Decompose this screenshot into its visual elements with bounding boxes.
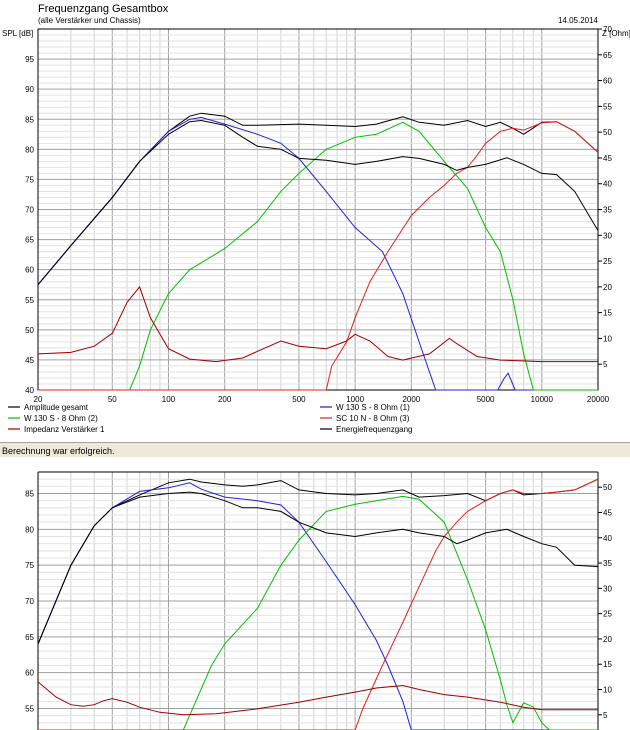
y2-tick-label: 50 (603, 128, 612, 137)
axis-ticks: 55 60 65 70 75 80 85 5 10 15 20 25 30 35 40 45 50 (25, 483, 612, 720)
x-tick-label: 20 (34, 395, 43, 404)
y2-tick-label: 20 (603, 635, 612, 644)
y2-tick-label: 15 (603, 309, 612, 318)
legend-label: Energiefrequenzgang (336, 425, 413, 434)
y2-tick-label: 25 (603, 257, 612, 266)
series-lines (37, 478, 599, 730)
legend-label: SC 10 N - 8 Ohm (3) (336, 414, 410, 423)
y-tick-label: 80 (25, 525, 34, 534)
series-line-1 (37, 112, 599, 286)
chart-subtitle: (alle Verstärker und Chassis) (38, 16, 141, 25)
y-tick-label: 50 (25, 326, 34, 335)
axis-ticks: 40 45 50 55 60 65 70 75 80 85 90 95 5 10 15 20 25 30 35 40 4… (25, 25, 612, 404)
y2-axis-label: Z [Ohm] (602, 29, 630, 38)
y2-tick-label: 45 (603, 154, 612, 163)
series-lines (37, 112, 599, 391)
y2-tick-label: 5 (603, 711, 608, 720)
x-tick-label: 20000 (587, 395, 610, 404)
x-tick-label: 10000 (531, 395, 554, 404)
y-tick-label: 75 (25, 561, 34, 570)
y2-tick-label: 60 (603, 77, 612, 86)
chart-second: 55 60 65 70 75 80 85 5 10 15 20 25 30 35 40 45 50 (25, 471, 612, 730)
y2-tick-label: 40 (603, 534, 612, 543)
y-tick-label: 85 (25, 490, 34, 499)
y-tick-label: 65 (25, 633, 34, 642)
y-tick-label: 60 (25, 669, 34, 678)
legend-label: Amplitude gesamt (24, 403, 89, 412)
y-tick-label: 85 (25, 115, 34, 124)
series-line-4 (38, 478, 599, 730)
y2-tick-label: 5 (603, 360, 608, 369)
y-tick-label: 40 (25, 386, 34, 395)
y-tick-label: 80 (25, 145, 34, 154)
y2-tick-label: 30 (603, 231, 612, 240)
legend: Amplitude gesamt W 130 S - 8 Ohm (1) W 130… (8, 403, 413, 434)
y2-tick-label: 65 (603, 51, 612, 60)
y2-tick-label: 25 (603, 610, 612, 619)
y2-tick-label: 45 (603, 508, 612, 517)
y2-tick-label: 15 (603, 660, 612, 669)
y2-tick-label: 20 (603, 283, 612, 292)
x-tick-label: 50 (108, 395, 117, 404)
series-line-5 (37, 681, 598, 716)
chart-title: Frequenzgang Gesamtbox (38, 3, 169, 15)
y-tick-label: 95 (25, 55, 34, 64)
y2-tick-label: 10 (603, 686, 612, 695)
y2-tick-label: 30 (603, 584, 612, 593)
y2-tick-label: 35 (603, 206, 612, 215)
series-line-2 (37, 116, 598, 391)
y-tick-label: 55 (25, 705, 34, 714)
x-tick-label: 1000 (346, 395, 364, 404)
y2-tick-label: 70 (603, 25, 612, 34)
y-tick-label: 70 (25, 597, 34, 606)
series-line-1 (37, 478, 599, 645)
series-line-5 (37, 285, 598, 363)
chart-frequenzgang: Frequenzgang Gesamtbox (alle Verstärker … (2, 3, 630, 434)
series-line-4 (38, 121, 599, 391)
y-tick-label: 90 (25, 85, 34, 94)
y2-tick-label: 35 (603, 559, 612, 568)
y-tick-label: 70 (25, 206, 34, 215)
y2-tick-label: 50 (603, 483, 612, 492)
y-tick-label: 60 (25, 266, 34, 275)
series-line-3 (38, 121, 598, 391)
x-tick-label: 200 (218, 395, 232, 404)
status-bar: Berechnung war erfolgreich. (0, 442, 630, 458)
y2-tick-label: 10 (603, 334, 612, 343)
x-tick-label: 100 (162, 395, 176, 404)
y-tick-label: 45 (25, 356, 34, 365)
x-tick-label: 5000 (477, 395, 495, 404)
series-line-3 (38, 495, 598, 730)
status-message: Berechnung war erfolgreich. (2, 446, 115, 456)
legend-label: Impedanz Verstärker 1 (24, 425, 105, 434)
y-tick-label: 65 (25, 236, 34, 245)
y2-tick-label: 40 (603, 180, 612, 189)
series-line-6 (37, 491, 599, 645)
x-tick-label: 500 (292, 395, 306, 404)
chart-date: 14.05.2014 (558, 16, 599, 25)
y-axis-label: SPL [dB] (2, 29, 33, 38)
plot-grid (37, 28, 599, 391)
plot-grid (37, 471, 599, 730)
series-line-6 (37, 119, 599, 286)
y2-tick-label: 55 (603, 102, 612, 111)
x-tick-label: 2000 (402, 395, 420, 404)
y-tick-label: 55 (25, 296, 34, 305)
legend-label: W 130 S - 8 Ohm (2) (24, 414, 98, 423)
y-tick-label: 75 (25, 175, 34, 184)
legend-label: W 130 S - 8 Ohm (1) (336, 403, 410, 412)
